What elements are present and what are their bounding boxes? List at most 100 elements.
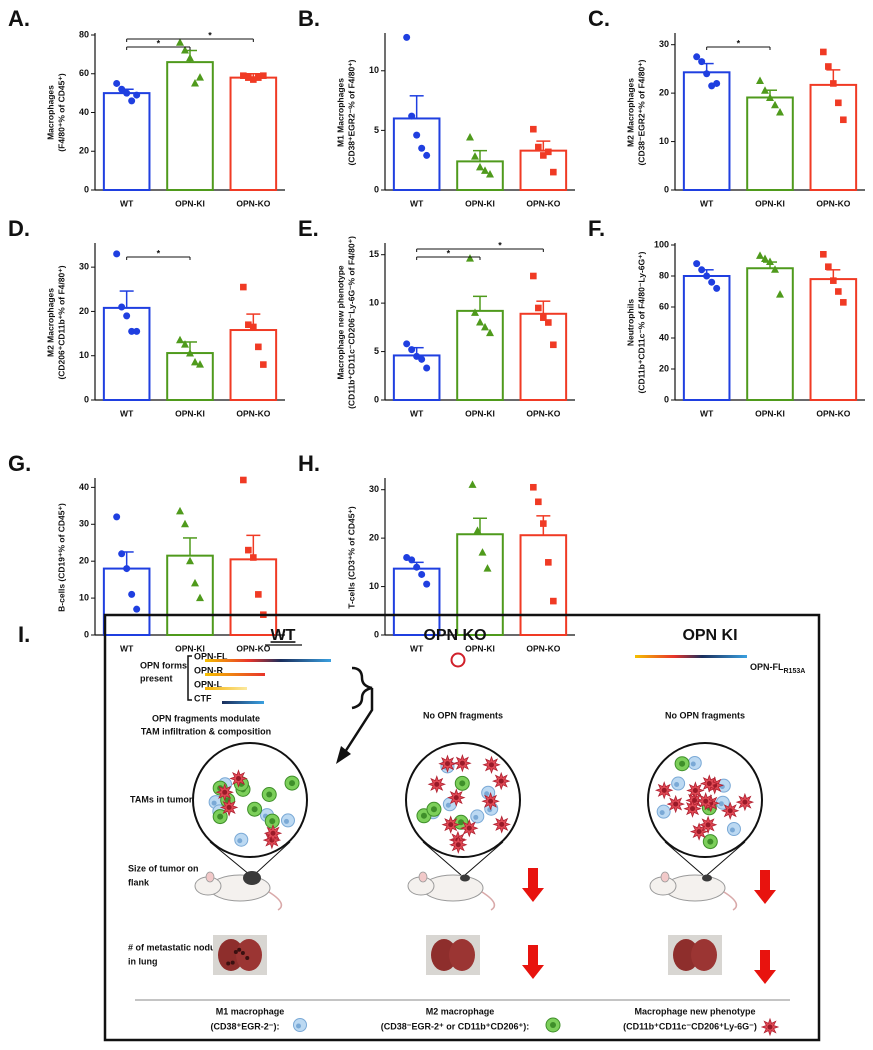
new-phenotype-nucleus bbox=[690, 806, 696, 812]
data-point bbox=[413, 131, 421, 139]
y-tick-label: 20 bbox=[79, 306, 89, 316]
data-point bbox=[133, 327, 141, 335]
y-tick-label: 10 bbox=[79, 592, 89, 602]
y-tick-label: 100 bbox=[654, 239, 669, 249]
y-tick-label: 15 bbox=[369, 249, 379, 259]
bar-chart: G. B-cells (CD19⁺% of CD45⁺) 0 10 20 30 40 WT OP… bbox=[8, 451, 285, 653]
bar bbox=[682, 275, 731, 401]
nodule bbox=[240, 951, 245, 956]
new-phenotype-nucleus bbox=[727, 808, 733, 814]
data-point bbox=[820, 48, 827, 56]
y-axis-label: (CD38⁻EGR2⁺% of F4/80⁺) bbox=[636, 59, 646, 165]
data-point bbox=[113, 79, 121, 87]
data-point bbox=[260, 361, 267, 368]
x-tick-label: OPN-KO bbox=[816, 408, 850, 418]
data-point bbox=[118, 303, 126, 311]
data-point bbox=[255, 74, 262, 81]
data-point bbox=[191, 578, 199, 587]
new-phenotype-nucleus bbox=[696, 829, 702, 835]
legend-name: M2 macrophage bbox=[426, 1006, 495, 1016]
data-point bbox=[713, 284, 721, 292]
bar bbox=[456, 160, 504, 191]
y-tick-label: 20 bbox=[659, 363, 669, 373]
significance-label: * bbox=[447, 248, 451, 258]
panel-letter: I. bbox=[18, 622, 30, 647]
bar bbox=[682, 71, 731, 191]
bar-chart: B. M1 Macrophages (CD38⁺EGR2⁻% of F4/80⁺) 0… bbox=[298, 6, 575, 208]
data-point bbox=[408, 346, 416, 354]
y-tick-label: 5 bbox=[374, 125, 379, 135]
data-point bbox=[550, 341, 557, 349]
nodule bbox=[226, 961, 231, 966]
data-point bbox=[840, 116, 847, 124]
y-tick-label: 80 bbox=[79, 29, 89, 39]
tumor bbox=[460, 874, 470, 882]
y-tick-label: 5 bbox=[374, 346, 379, 356]
nodule bbox=[237, 947, 242, 952]
legend-name: Macrophage new phenotype bbox=[634, 1006, 755, 1016]
y-axis-label: (CD38⁺EGR2⁻% of F4/80⁺) bbox=[346, 59, 356, 165]
y-tick-label: 30 bbox=[79, 262, 89, 272]
data-point bbox=[423, 151, 431, 159]
y-axis-label: Macrophages bbox=[45, 85, 55, 140]
bar bbox=[229, 329, 278, 401]
bar bbox=[392, 117, 441, 191]
mouse-ear bbox=[205, 871, 215, 883]
zoom-line bbox=[464, 841, 504, 876]
data-point bbox=[240, 283, 247, 291]
m1-nucleus bbox=[690, 761, 696, 767]
data-point bbox=[550, 168, 557, 176]
column-header: WT bbox=[271, 627, 296, 644]
data-point bbox=[418, 144, 426, 152]
panel-letter: A. bbox=[8, 6, 30, 31]
data-point bbox=[761, 254, 769, 262]
y-tick-label: 60 bbox=[659, 301, 669, 311]
bar bbox=[456, 309, 504, 401]
panel-letter: G. bbox=[8, 451, 31, 476]
row-label: present bbox=[140, 673, 173, 683]
bar-chart: E. Macrophage new phenotype (CD11b⁺CD11c⁻C… bbox=[298, 216, 575, 418]
bar bbox=[392, 354, 441, 401]
x-tick-label: OPN-KO bbox=[236, 198, 270, 208]
column-header: OPN KO bbox=[423, 627, 486, 644]
data-point bbox=[423, 580, 431, 588]
form-label: OPN-FL bbox=[194, 651, 228, 661]
y-tick-label: 40 bbox=[659, 332, 669, 342]
m2-nucleus bbox=[251, 806, 258, 813]
y-tick-label: 10 bbox=[659, 136, 669, 146]
panel-letter: E. bbox=[298, 216, 319, 241]
legend-name: M1 macrophage bbox=[216, 1006, 285, 1016]
nodule bbox=[230, 960, 235, 965]
mouse-tail bbox=[481, 891, 496, 911]
data-point bbox=[133, 605, 141, 613]
new-phenotype-nucleus bbox=[706, 781, 712, 787]
mouse-ear bbox=[660, 871, 670, 883]
data-point bbox=[476, 162, 484, 171]
arrow-head bbox=[336, 746, 351, 764]
data-point bbox=[468, 480, 477, 488]
data-point bbox=[418, 570, 426, 578]
data-point bbox=[181, 340, 189, 348]
y-tick-label: 30 bbox=[79, 519, 89, 529]
y-tick-label: 60 bbox=[79, 68, 89, 78]
data-point bbox=[540, 314, 547, 321]
x-tick-label: OPN-KI bbox=[465, 408, 495, 418]
m1-nucleus bbox=[296, 1023, 301, 1029]
y-tick-label: 0 bbox=[84, 629, 89, 639]
curly-brace bbox=[351, 666, 373, 710]
m2-nucleus bbox=[420, 812, 427, 819]
opn-form-bar bbox=[635, 655, 747, 658]
y-tick-label: 0 bbox=[374, 184, 379, 194]
data-point bbox=[186, 556, 194, 565]
new-phenotype-nucleus bbox=[445, 761, 451, 767]
new-phenotype-nucleus bbox=[488, 798, 494, 804]
y-tick-label: 20 bbox=[659, 88, 669, 98]
data-point bbox=[835, 288, 842, 295]
data-point bbox=[255, 591, 262, 598]
opn-form-bar bbox=[205, 659, 331, 662]
bar bbox=[392, 567, 441, 636]
bar bbox=[519, 312, 568, 401]
tumor bbox=[243, 871, 261, 885]
y-tick-label: 20 bbox=[79, 556, 89, 566]
new-phenotype-nucleus bbox=[455, 842, 461, 848]
